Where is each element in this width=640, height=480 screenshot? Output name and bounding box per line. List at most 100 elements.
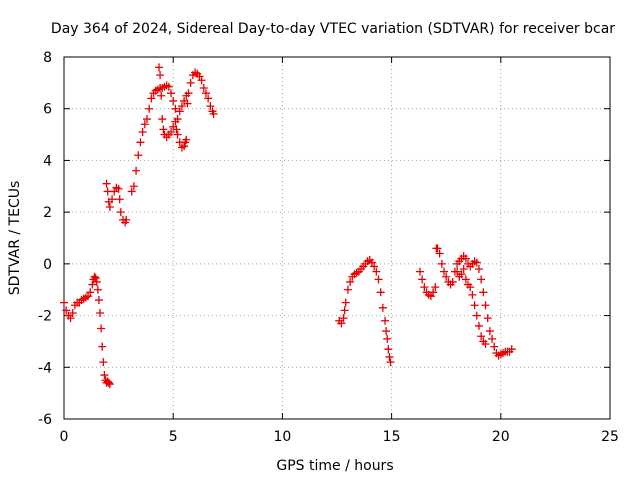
data-point [197,76,206,85]
data-point [483,314,492,323]
data-point [204,94,213,103]
data-point [433,244,442,253]
data-point [104,378,113,387]
x-tick-label: 0 [60,429,69,445]
data-point [62,306,71,315]
data-point [96,308,105,317]
data-point [173,115,182,124]
data-point [199,84,208,93]
data-point [105,202,114,211]
grid-lines [64,57,610,419]
data-point [481,301,490,310]
data-point [466,283,475,292]
data-point [68,308,77,317]
data-point [429,288,438,297]
data-point [172,125,181,134]
chart-title: Day 364 of 2024, Sidereal Day-to-day VTE… [51,21,615,37]
data-point [448,277,457,286]
y-tick-label: -4 [38,360,52,376]
data-point [134,151,143,160]
data-point [490,342,499,351]
data-point [158,115,167,124]
data-point [453,267,462,276]
plot-frame [63,56,611,420]
data-point [115,195,124,204]
data-point [435,249,444,258]
data-point [156,71,165,80]
data-point [415,267,424,276]
data-point [442,272,451,281]
data-point [127,187,136,196]
data-point [177,102,186,111]
series-arc-2 [102,63,218,227]
data-point [378,303,387,312]
data-point [108,195,117,204]
data-point [129,182,138,191]
data-point [431,283,440,292]
data-point [385,352,394,361]
data-point [488,334,497,343]
data-point [94,296,103,305]
data-point [340,306,349,315]
y-tick-label: 4 [43,153,52,169]
data-point [418,275,427,284]
data-point [459,265,468,274]
data-point [105,380,114,389]
data-point [206,102,215,111]
data-point [93,285,102,294]
y-tick-label: 2 [43,205,52,221]
x-tick-label: 15 [383,429,401,445]
data-point [90,272,99,281]
data-point [132,166,141,175]
data-point [167,89,176,98]
data-point [182,91,191,100]
data-point [186,78,195,87]
data-point [180,142,189,151]
data-point [477,275,486,284]
data-point [339,314,348,323]
x-tick-label: 20 [492,429,510,445]
data-point [60,298,68,307]
series-arc-4 [415,244,516,360]
data-point [341,298,350,307]
data-point [420,283,429,292]
data-point [88,280,97,289]
data-points [60,63,516,389]
data-point [86,288,95,297]
data-point [485,327,494,336]
data-point [343,285,352,294]
data-point [98,342,107,351]
x-tick-label: 5 [169,429,178,445]
data-point [114,184,123,193]
data-point [145,104,154,113]
data-point [384,345,393,354]
data-point [167,127,176,136]
data-point [472,311,481,320]
data-point [372,267,381,276]
data-point [138,127,147,136]
data-point [440,267,449,276]
data-point [66,314,75,323]
data-point [99,358,108,367]
data-point [209,109,218,118]
data-point [479,288,488,297]
data-point [370,262,379,271]
data-point [468,290,477,299]
y-axis-label: SDTVAR / TECUs [7,181,23,296]
data-point [175,107,184,116]
data-point [337,319,346,328]
data-point [382,327,391,336]
x-tick-label: 25 [601,429,619,445]
data-point [507,345,516,354]
data-point [102,179,111,188]
y-tick-label: -6 [38,412,52,428]
y-tick-label: 6 [43,102,52,118]
data-point [481,340,490,349]
data-point [157,91,166,100]
x-tick-label: 10 [273,429,291,445]
series-arc-1 [60,272,114,389]
data-point [457,270,466,279]
data-point [147,94,156,103]
data-point [437,259,446,268]
